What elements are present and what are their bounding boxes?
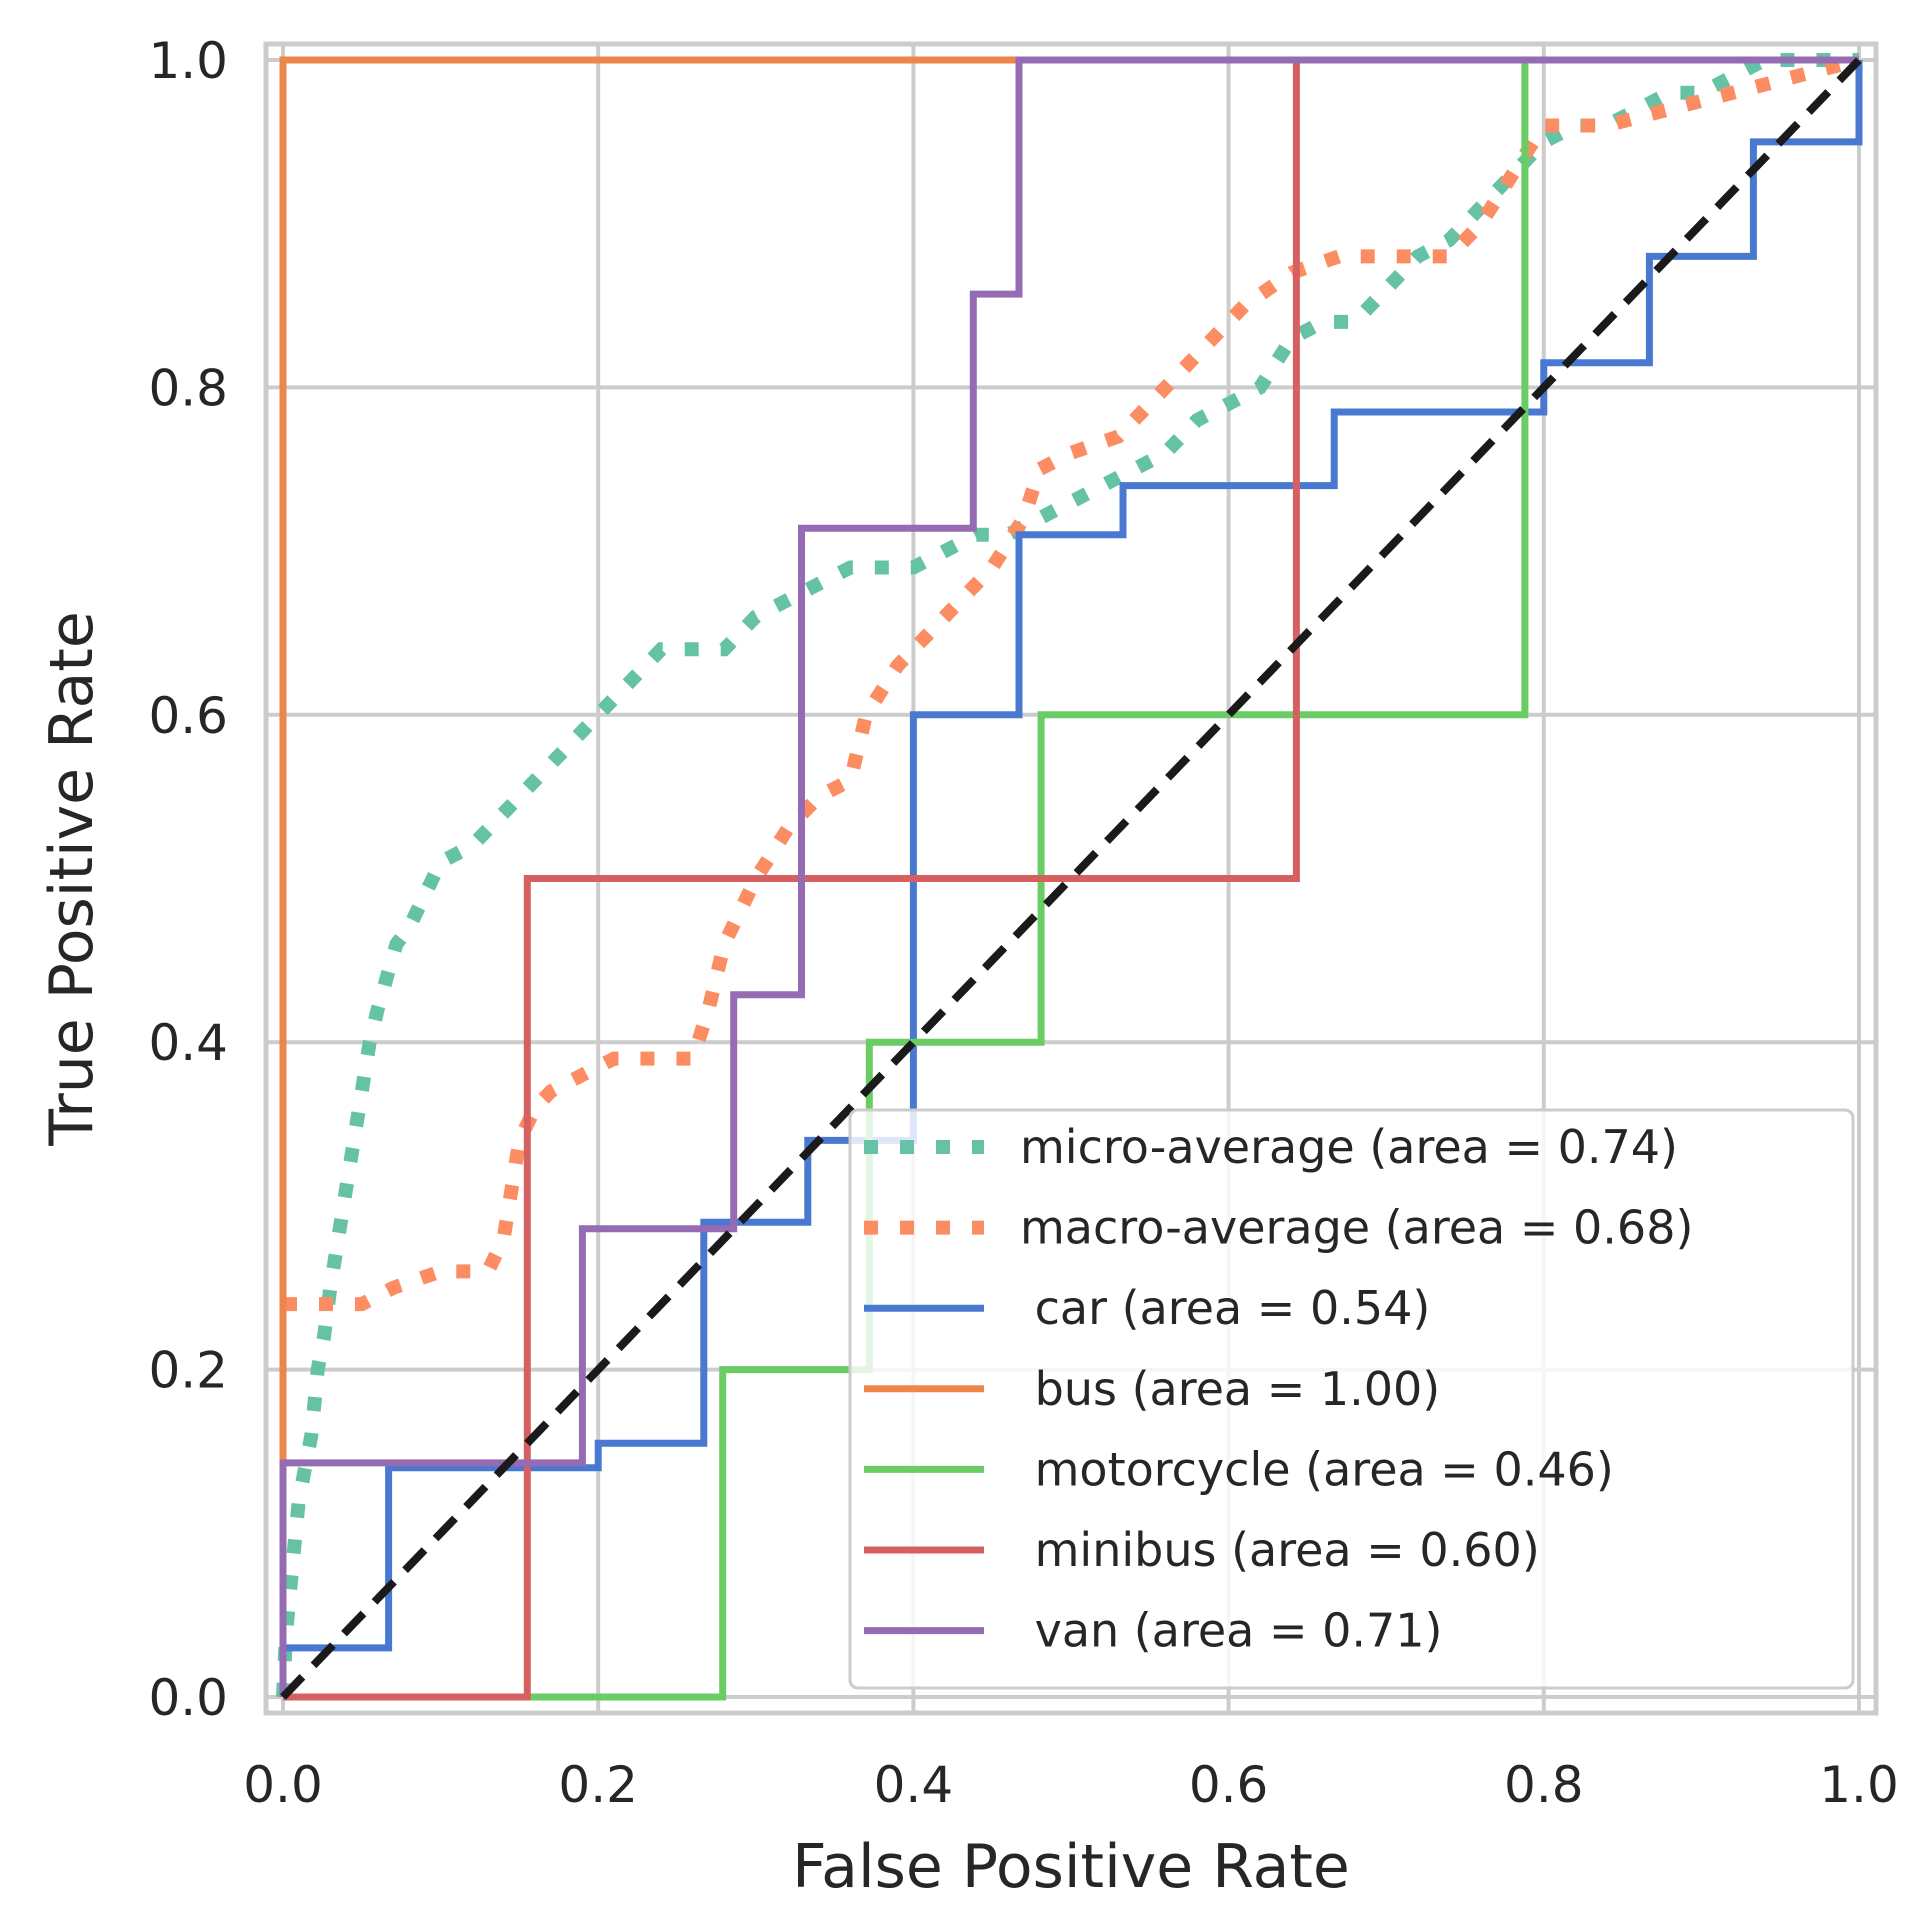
y-tick-label: 0.4 xyxy=(148,1014,228,1072)
legend: micro-average (area = 0.74) macro-average… xyxy=(848,1108,1855,1690)
series-line-chance xyxy=(280,57,1862,1700)
tick-labels: 0.0 0.2 0.4 0.6 0.8 1.0 0.0 0.2 0.4 0.6 0.8 1.0 xyxy=(148,32,1898,1814)
legend-label-motorcycle: motorcycle (area = 0.46) xyxy=(1020,1442,1614,1496)
y-axis-label: True Positive Rate xyxy=(37,611,107,1146)
legend-box xyxy=(848,1108,1855,1690)
legend-label-car: car (area = 0.54) xyxy=(1020,1281,1430,1335)
x-tick-label: 0.8 xyxy=(1504,1756,1584,1814)
y-tick-label: 0.8 xyxy=(148,359,228,417)
series-line-motorcycle xyxy=(283,56,1859,1701)
y-tick-label: 0.0 xyxy=(148,1669,228,1727)
y-tick-label: 0.6 xyxy=(148,687,228,745)
plot-frame xyxy=(263,41,1879,1716)
legend-label-micro: micro-average (area = 0.74) xyxy=(1020,1120,1678,1174)
series-line-van xyxy=(279,56,1859,1697)
x-axis-label: False Positive Rate xyxy=(792,1832,1350,1902)
y-tick-label: 0.2 xyxy=(148,1342,228,1400)
x-tick-label: 0.6 xyxy=(1189,1756,1269,1814)
y-tick-label: 1.0 xyxy=(148,32,228,90)
x-tick-label: 0.0 xyxy=(243,1756,323,1814)
series-line-car xyxy=(279,60,1863,1697)
series-layer xyxy=(276,53,1863,1701)
legend-label-van: van (area = 0.71) xyxy=(1020,1604,1443,1658)
x-tick-label: 0.2 xyxy=(558,1756,638,1814)
x-tick-label: 0.4 xyxy=(874,1756,954,1814)
legend-label-minibus: minibus (area = 0.60) xyxy=(1020,1523,1540,1577)
series-line-macro xyxy=(283,53,1861,1312)
legend-label-macro: macro-average (area = 0.68) xyxy=(1020,1201,1693,1255)
x-tick-label: 1.0 xyxy=(1819,1756,1899,1814)
legend-label-bus: bus (area = 1.00) xyxy=(1020,1362,1440,1416)
